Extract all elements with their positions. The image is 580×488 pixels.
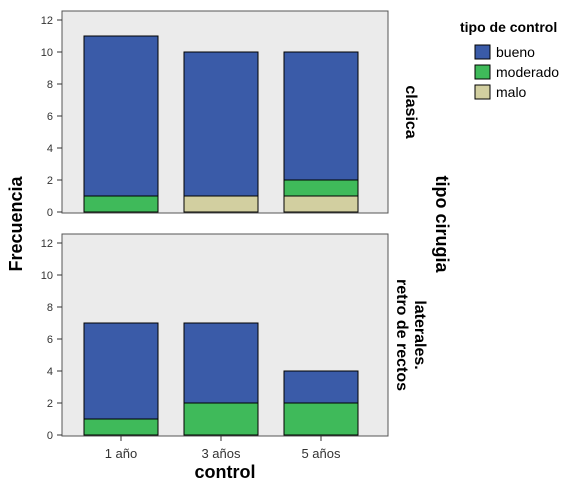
y-tick-label: 4 bbox=[47, 143, 53, 155]
bar-segment-bueno bbox=[83, 322, 159, 420]
x-axis-title: control bbox=[195, 462, 256, 482]
bar-segment-moderado bbox=[83, 418, 159, 436]
y-tick-label: 2 bbox=[47, 398, 53, 410]
y-tick-label: 8 bbox=[47, 79, 53, 91]
panel-variable-title: tipo cirugia bbox=[432, 175, 452, 273]
legend-swatch-bueno bbox=[474, 44, 491, 60]
legend: tipo de control bueno moderado malo bbox=[460, 19, 559, 100]
bar-segment-malo bbox=[283, 195, 359, 213]
bar-segment-moderado bbox=[83, 195, 159, 213]
y-axis-title: Frecuencia bbox=[6, 175, 26, 271]
y-tick-label: 12 bbox=[41, 238, 53, 250]
legend-entry: bueno bbox=[496, 44, 535, 60]
panel-2: 0 2 4 6 8 10 12 retro de rectos laterales. bbox=[41, 233, 428, 442]
bar-segment-moderado bbox=[283, 179, 359, 197]
y-tick-label: 8 bbox=[47, 302, 53, 314]
y-tick-label: 2 bbox=[47, 175, 53, 187]
bar-segment-bueno bbox=[83, 35, 159, 197]
panel-label: retro de rectos bbox=[393, 279, 410, 391]
y-tick-label: 10 bbox=[41, 47, 53, 59]
panel-label: laterales. bbox=[411, 300, 428, 369]
y-tick-label: 6 bbox=[47, 334, 53, 346]
y-tick-label: 0 bbox=[47, 207, 53, 219]
bar-segment-moderado bbox=[183, 402, 259, 436]
y-tick-label: 10 bbox=[41, 270, 53, 282]
bar-segment-bueno bbox=[283, 51, 359, 181]
x-tick-label: 1 año bbox=[105, 446, 138, 461]
legend-title: tipo de control bbox=[460, 19, 557, 35]
bar-segment-malo bbox=[183, 195, 259, 213]
y-tick-label: 0 bbox=[47, 430, 53, 442]
panels: 0 2 4 6 8 10 12 clasica 0 2 4 6 8 10 12 retro de rectos… bbox=[41, 10, 428, 461]
x-tick-label: 3 años bbox=[201, 446, 241, 461]
legend-entry: moderado bbox=[496, 64, 559, 80]
panel-1: 0 2 4 6 8 10 12 clasica bbox=[41, 10, 419, 219]
legend-swatch-moderado bbox=[474, 64, 491, 80]
y-tick-label: 4 bbox=[47, 366, 53, 378]
legend-swatch-malo bbox=[474, 84, 491, 100]
bar-segment-bueno bbox=[283, 370, 359, 404]
panel-label: clasica bbox=[402, 85, 419, 138]
y-tick-label: 6 bbox=[47, 111, 53, 123]
x-tick-label: 5 años bbox=[301, 446, 341, 461]
y-tick-label: 12 bbox=[41, 15, 53, 27]
bar-segment-moderado bbox=[283, 402, 359, 436]
bar-segment-bueno bbox=[183, 51, 259, 197]
legend-entry: malo bbox=[496, 84, 527, 100]
bar-segment-bueno bbox=[183, 322, 259, 404]
